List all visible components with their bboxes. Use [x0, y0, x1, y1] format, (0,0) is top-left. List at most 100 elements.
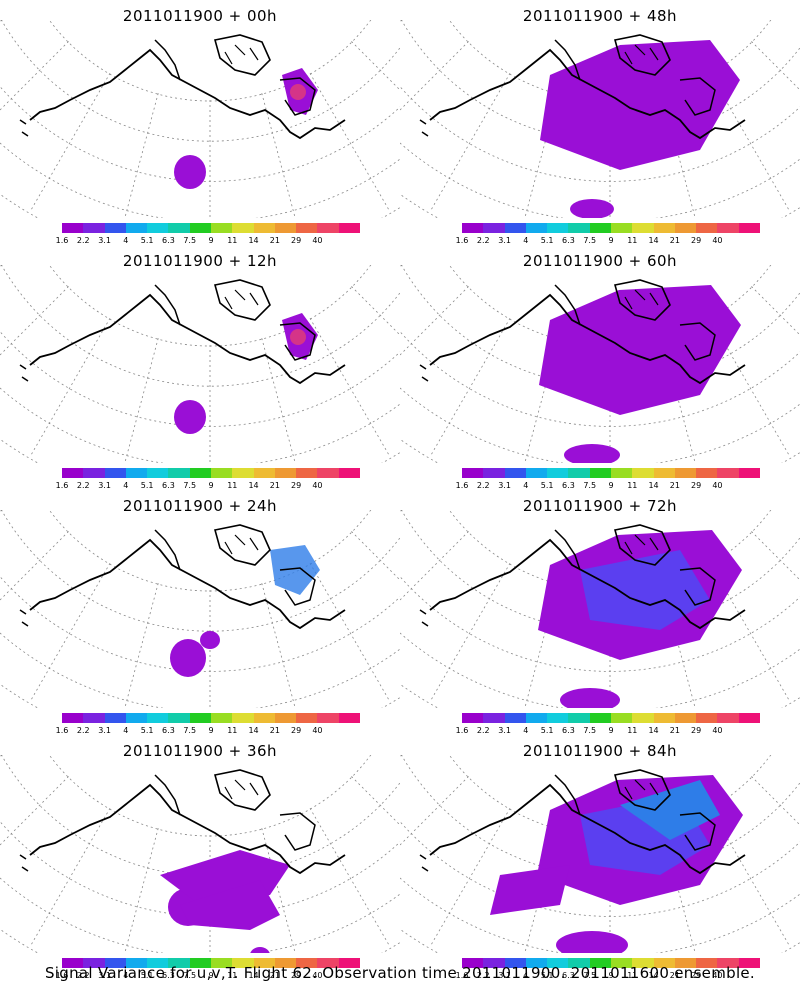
- colorbar-segment: [653, 713, 675, 723]
- panel-title: 2011011900 + 24h: [122, 497, 278, 515]
- colorbar-tick-label: 21: [669, 481, 680, 490]
- colorbar-tick-label: 9: [208, 236, 214, 245]
- colorbar-segment: [104, 958, 126, 968]
- colorbar-segment: [232, 223, 254, 233]
- colorbar-segment: [189, 223, 211, 233]
- colorbar-tick-label: 21: [269, 236, 280, 245]
- colorbar-tick-label: 3.1: [498, 726, 511, 735]
- colorbar-tick-label: 40: [312, 726, 323, 735]
- colorbar-tick-label: 9: [608, 971, 614, 980]
- colorbar-segment: [610, 468, 633, 478]
- colorbar-tick-label: 7.5: [583, 481, 597, 490]
- colorbar-segment: [210, 468, 233, 478]
- colorbar-tick-label: 21: [669, 236, 680, 245]
- colorbar-segment: [547, 958, 569, 968]
- variance-map: [400, 265, 800, 463]
- colorbar-segment: [696, 958, 718, 968]
- colorbar-segment: [525, 958, 548, 968]
- colorbar-tick-label: 11: [227, 971, 238, 980]
- colorbar-tick-label: 7.5: [183, 726, 197, 735]
- colorbar-segment: [62, 223, 84, 233]
- colorbar-tick-label: 1.6: [455, 726, 469, 735]
- colorbar-segment: [317, 468, 339, 478]
- colorbar-segment: [147, 223, 169, 233]
- colorbar-tick-label: 1.6: [455, 481, 469, 490]
- colorbar-tick-label: 9: [208, 726, 214, 735]
- colorbar-segment: [168, 713, 190, 723]
- colorbar-tick-label: 5.1: [140, 236, 154, 245]
- colorbar-tick-label: 4: [523, 481, 529, 490]
- colorbar-segment: [338, 223, 360, 233]
- colorbar-segment: [653, 958, 675, 968]
- colorbar-tick-label: 6.3: [162, 971, 175, 980]
- colorbar-segment: [296, 468, 318, 478]
- forecast-panel: 2011011900 + 60h 1.6 2.2 3.1 4 5.1 6.3 7.5 9 11 14…: [400, 245, 800, 490]
- colorbar-segment: [632, 223, 654, 233]
- colorbar-tick-label: 5.1: [140, 971, 154, 980]
- panel-title: 2011011900 + 36h: [122, 742, 278, 760]
- colorbar-segment: [462, 713, 484, 723]
- colorbar-segment: [568, 468, 590, 478]
- variance-map: [400, 755, 800, 953]
- colorbar-tick-label: 4: [523, 726, 529, 735]
- colorbar-tick-label: 40: [312, 236, 323, 245]
- colorbar-segment: [717, 958, 739, 968]
- panel-title: 2011011900 + 84h: [522, 742, 678, 760]
- colorbar-segment: [274, 713, 297, 723]
- colorbar-tick-label: 2.2: [476, 236, 490, 245]
- variance-map: [400, 20, 800, 218]
- colorbar-tick-label: 2.2: [76, 481, 90, 490]
- colorbar-segment: [525, 468, 548, 478]
- colorbar-tick-label: 6.3: [562, 481, 575, 490]
- colorbar-segment: [674, 958, 697, 968]
- colorbar-segment: [296, 958, 318, 968]
- colorbar-segment: [317, 958, 339, 968]
- colorbar-segment: [189, 468, 211, 478]
- colorbar-segment: [62, 713, 84, 723]
- colorbar-segment: [253, 223, 275, 233]
- colorbar-segment: [210, 223, 233, 233]
- colorbar-segment: [462, 223, 484, 233]
- colorbar-tick-label: 29: [691, 726, 702, 735]
- colorbar-tick-label: 4: [123, 481, 129, 490]
- colorbar-segment: [104, 713, 126, 723]
- colorbar-tick-label: 29: [691, 481, 702, 490]
- colorbar: [462, 223, 760, 233]
- colorbar-tick-label: 2.2: [476, 971, 490, 980]
- colorbar: [462, 713, 760, 723]
- colorbar-tick-label: 21: [669, 971, 680, 980]
- colorbar-tick-label: 6.3: [162, 726, 175, 735]
- forecast-panel: 2011011900 + 00h 1.6 2.2 3.1 4 5.1 6.3 7.5 9 11 14…: [0, 0, 400, 245]
- colorbar-segment: [696, 713, 718, 723]
- colorbar-segment: [189, 713, 211, 723]
- colorbar-segment: [568, 958, 590, 968]
- colorbar-tick-label: 7.5: [183, 481, 197, 490]
- colorbar-segment: [62, 468, 84, 478]
- colorbar-segment: [189, 958, 211, 968]
- colorbar-segment: [674, 468, 697, 478]
- colorbar-segment: [232, 468, 254, 478]
- colorbar: [62, 713, 360, 723]
- colorbar-segment: [83, 958, 105, 968]
- colorbar-segment: [547, 468, 569, 478]
- panel-title: 2011011900 + 12h: [122, 252, 278, 270]
- forecast-panel: 2011011900 + 48h 1.6 2.2 3.1 4 5.1 6.3 7.5 9 11 14…: [400, 0, 800, 245]
- colorbar-segment: [83, 713, 105, 723]
- colorbar-tick-label: 6.3: [562, 236, 575, 245]
- variance-map: [0, 755, 400, 953]
- colorbar-segment: [274, 958, 297, 968]
- colorbar-tick-label: 2.2: [476, 481, 490, 490]
- colorbar-segment: [83, 468, 105, 478]
- colorbar-ticks: 1.6 2.2 3.1 4 5.1 6.3 7.5 9 11 14 21 29 40: [456, 481, 760, 491]
- colorbar-ticks: 1.6 2.2 3.1 4 5.1 6.3 7.5 9 11 14 21 29 40: [56, 481, 360, 491]
- colorbar: [62, 468, 360, 478]
- colorbar-segment: [547, 223, 569, 233]
- colorbar-tick-label: 2.2: [76, 726, 90, 735]
- colorbar-tick-label: 21: [269, 481, 280, 490]
- colorbar-segment: [210, 958, 233, 968]
- colorbar-tick-label: 5.1: [540, 726, 554, 735]
- colorbar-tick-label: 7.5: [183, 971, 197, 980]
- colorbar-tick-label: 5.1: [540, 971, 554, 980]
- colorbar-tick-label: 6.3: [562, 726, 575, 735]
- colorbar-tick-label: 29: [291, 971, 302, 980]
